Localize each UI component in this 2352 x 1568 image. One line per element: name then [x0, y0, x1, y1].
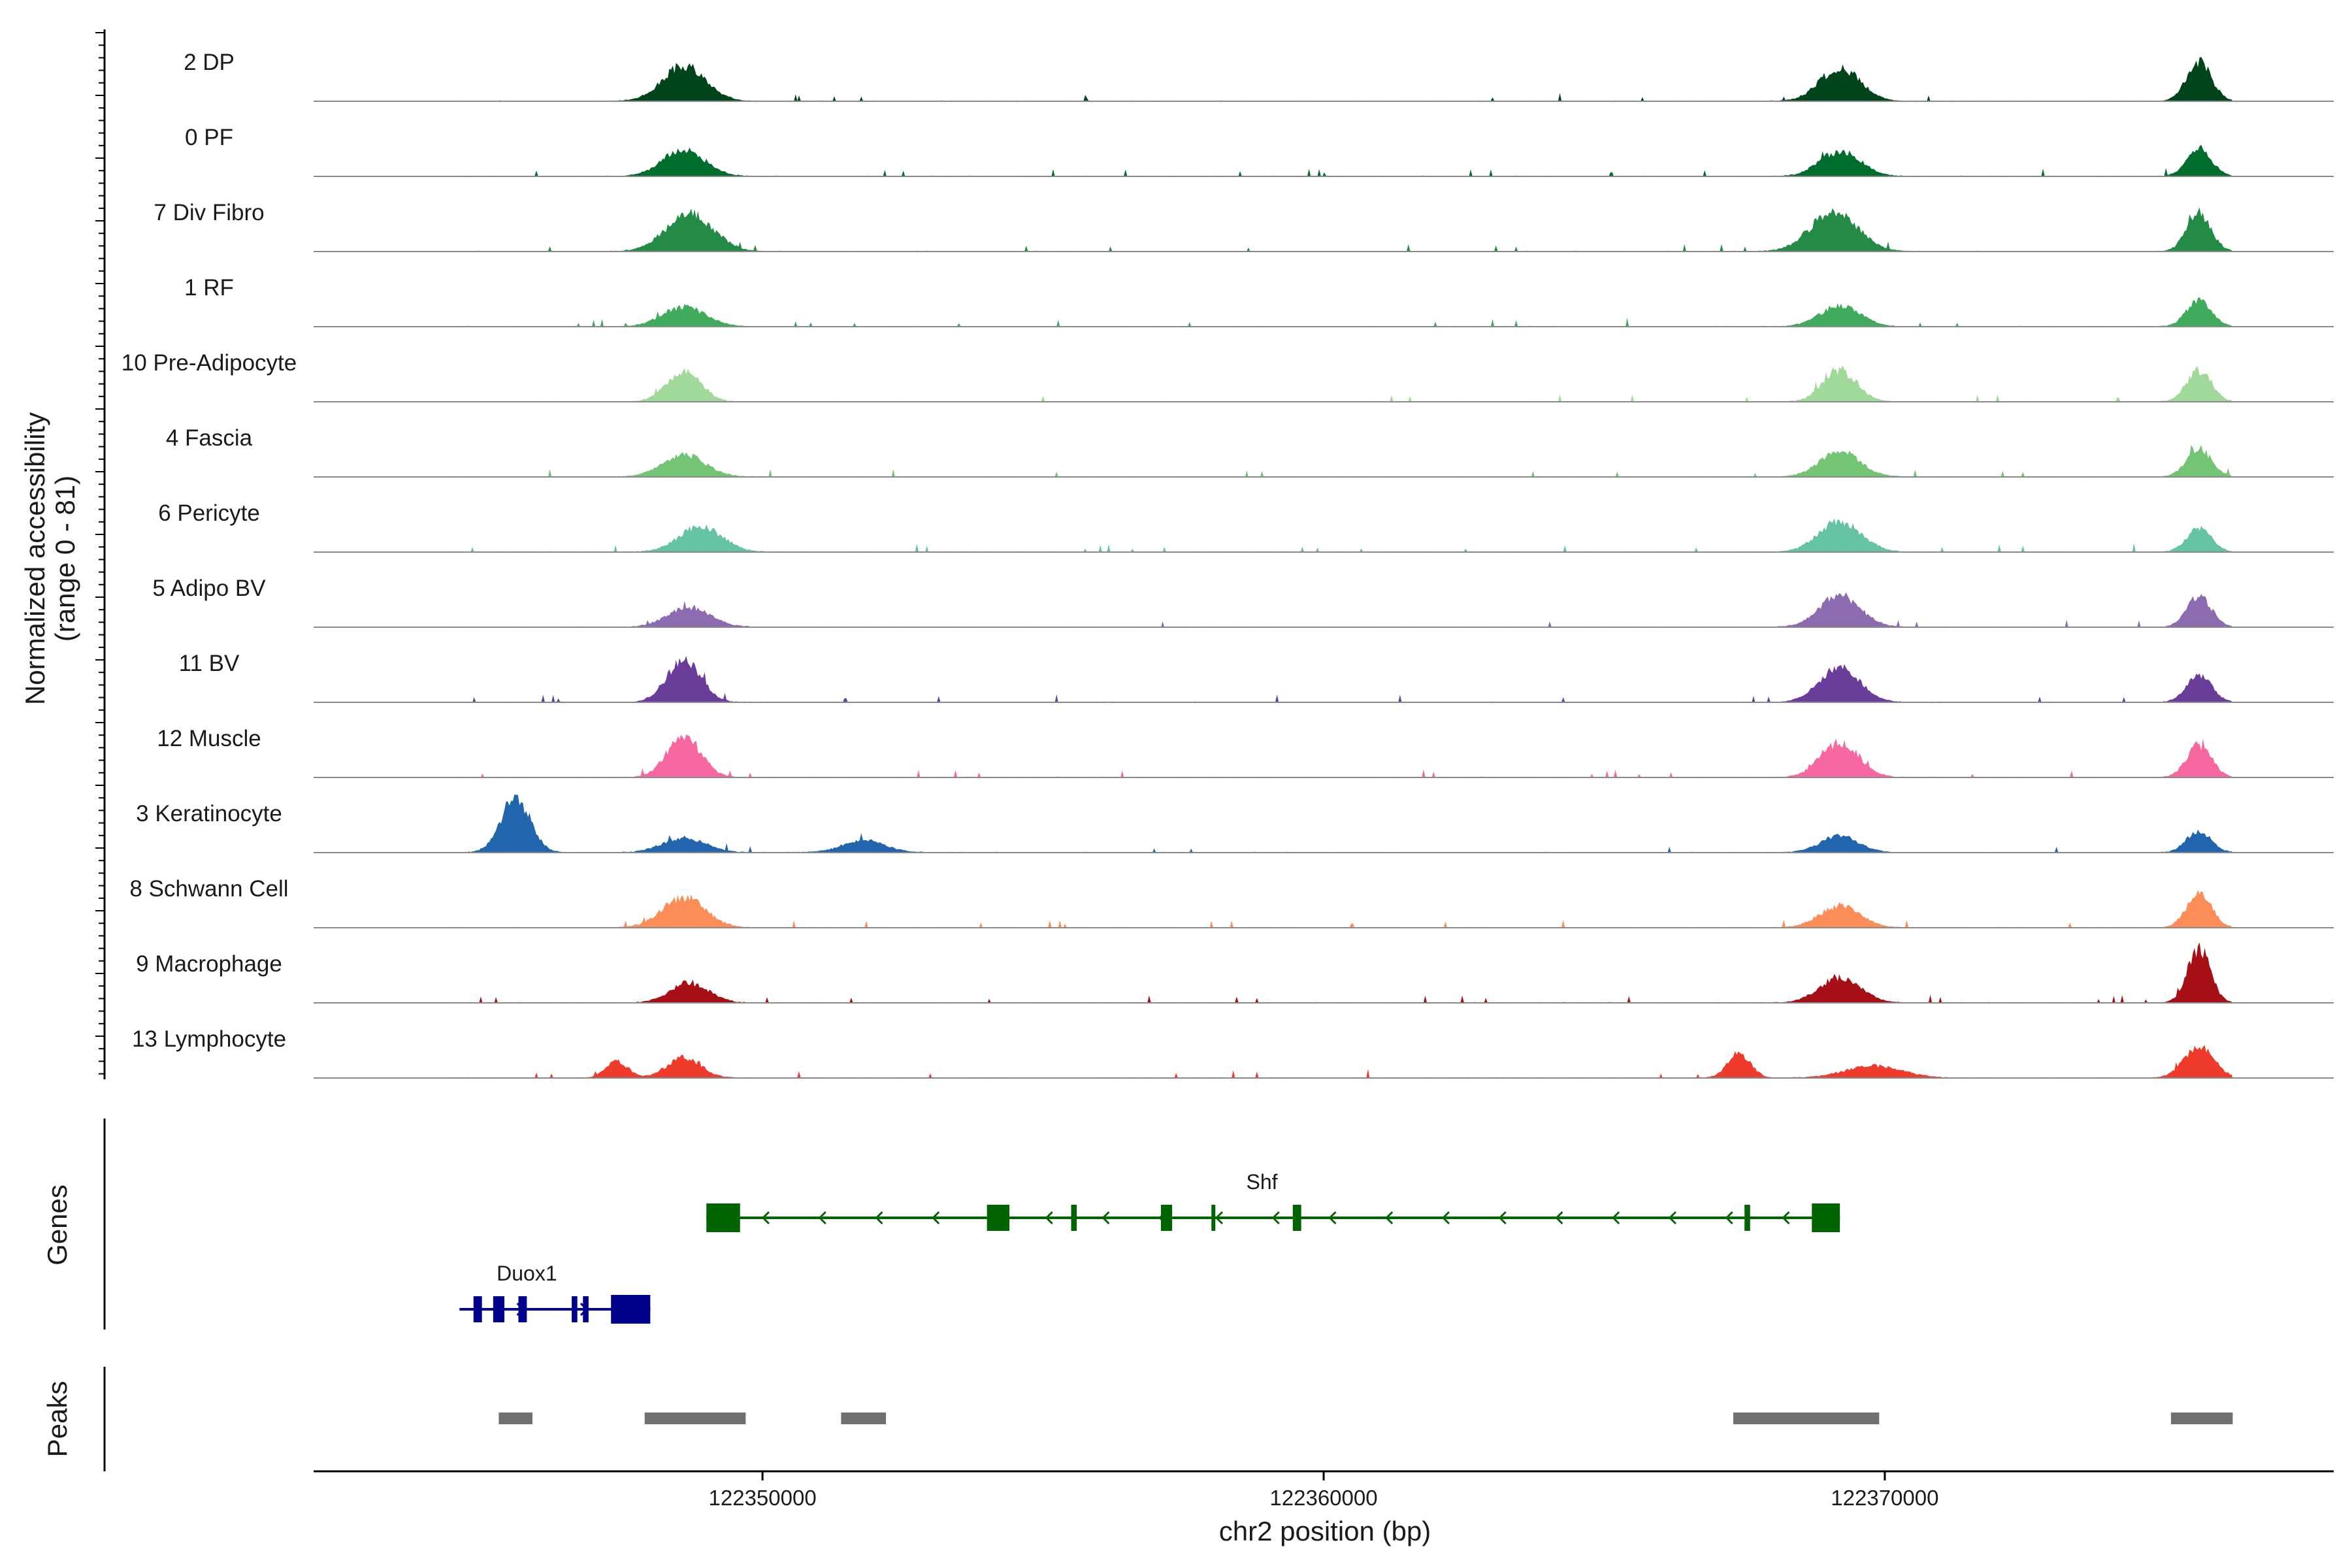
coverage-area — [453, 297, 2233, 327]
track-2-dp: 2 DP — [184, 50, 2334, 102]
track-7-div-fibro: 7 Div Fibro — [154, 200, 2334, 252]
coverage-area — [453, 734, 2233, 777]
track-label: 13 Lymphocyte — [132, 1026, 286, 1052]
strand-arrow — [1328, 1211, 1337, 1225]
track-5-adipo-bv: 5 Adipo BV — [152, 576, 2334, 628]
track-4-fascia: 4 Fascia — [166, 425, 2334, 478]
x-axis-title: chr2 position (bp) — [1219, 1516, 1431, 1546]
track-label: 7 Div Fibro — [154, 200, 264, 225]
gene-shf: Shf — [706, 1170, 1840, 1232]
gene-exon — [572, 1296, 578, 1322]
gene-exon — [1160, 1205, 1173, 1231]
peak-region — [1733, 1413, 1880, 1424]
track-label: 9 Macrophage — [136, 951, 282, 977]
track-1-rf: 1 RF — [184, 275, 2334, 327]
track-10-pre-adipocyte: 10 Pre-Adipocyte — [122, 350, 2334, 402]
gene-exon — [706, 1203, 740, 1232]
peak-region — [644, 1413, 746, 1424]
gene-exon — [1744, 1205, 1750, 1231]
coverage-tracks: 2 DP 0 PF 7 Div Fibro 1 RF 10 Pre-Adipocyte 4… — [122, 50, 2334, 1079]
track-8-schwann-cell: 8 Schwann Cell — [129, 876, 2334, 928]
gene-duox1: Duox1 — [459, 1262, 651, 1324]
coverage-area — [453, 592, 2233, 627]
strand-arrow — [1045, 1211, 1053, 1225]
strand-arrow — [761, 1211, 770, 1225]
genes-panel-title: Genes — [42, 1184, 73, 1266]
track-12-muscle: 12 Muscle — [157, 726, 2334, 778]
coverage-area — [453, 57, 2233, 101]
x-tick-label: 122360000 — [1269, 1486, 1377, 1510]
x-tick-label: 122370000 — [1831, 1486, 1938, 1510]
gene-exon — [493, 1296, 505, 1322]
gene-exon — [1211, 1205, 1216, 1231]
strand-arrow — [1385, 1211, 1394, 1225]
track-label: 10 Pre-Adipocyte — [122, 350, 297, 376]
track-label: 2 DP — [184, 50, 235, 75]
track-label: 4 Fascia — [166, 425, 253, 451]
peaks-panel — [103, 1367, 2233, 1471]
strand-arrow — [932, 1211, 940, 1225]
strand-arrow — [1725, 1211, 1733, 1225]
gene-name: Duox1 — [497, 1262, 557, 1285]
coverage-area — [453, 207, 2233, 252]
x-axis: 122350000 122360000 122370000 — [314, 1470, 2334, 1510]
track-label: 3 Keratinocyte — [136, 801, 282, 826]
track-label: 6 Pericyte — [158, 500, 260, 526]
strand-arrow — [1441, 1211, 1450, 1225]
strand-arrow — [1782, 1211, 1790, 1225]
gene-exon — [1292, 1205, 1301, 1231]
track-label: 8 Schwann Cell — [129, 876, 288, 902]
track-label: 0 PF — [185, 125, 233, 150]
coverage-area — [453, 518, 2233, 552]
track-label: 12 Muscle — [157, 726, 261, 751]
track-11-bv: 11 BV — [179, 651, 2334, 703]
track-13-lymphocyte: 13 Lymphocyte — [132, 1026, 2334, 1079]
track-3-keratinocyte: 3 Keratinocyte — [136, 794, 2334, 853]
coverage-area — [453, 365, 2233, 402]
track-6-pericyte: 6 Pericyte — [158, 500, 2334, 553]
y-axis — [95, 29, 106, 1079]
strand-arrow — [1215, 1211, 1224, 1225]
gene-exon — [1812, 1203, 1840, 1232]
coverage-area — [453, 1045, 2233, 1078]
strand-arrow — [1668, 1211, 1676, 1225]
peak-region — [841, 1413, 887, 1424]
gene-exon — [987, 1205, 1010, 1231]
gene-name: Shf — [1247, 1170, 1278, 1194]
y-axis-title: Normalized accessibility — [20, 412, 50, 705]
gene-exon — [518, 1296, 527, 1322]
strand-arrow — [875, 1211, 883, 1225]
gene-exon — [473, 1296, 482, 1322]
track-label: 5 Adipo BV — [152, 576, 266, 601]
strand-arrow — [818, 1211, 826, 1225]
coverage-area — [453, 445, 2233, 477]
genes-panel: Shf Duox1 — [103, 1119, 1840, 1330]
strand-arrow — [1612, 1211, 1620, 1225]
gene-exon — [611, 1295, 651, 1324]
coverage-area — [453, 890, 2233, 928]
x-tick-label: 122350000 — [709, 1486, 817, 1510]
y-axis-subtitle: (range 0 - 81) — [50, 476, 80, 642]
strand-arrow — [1498, 1211, 1507, 1225]
peak-region — [2170, 1413, 2233, 1424]
coverage-area — [453, 794, 2233, 853]
peaks-panel-title: Peaks — [42, 1381, 73, 1458]
gene-exon — [1071, 1205, 1077, 1231]
coverage-area — [453, 656, 2233, 702]
track-label: 11 BV — [179, 651, 240, 676]
gene-exon — [583, 1296, 589, 1322]
track-0-pf: 0 PF — [185, 125, 2334, 177]
track-label: 1 RF — [184, 275, 234, 301]
coverage-area — [453, 942, 2233, 1003]
strand-arrow — [1555, 1211, 1563, 1225]
coverage-area — [453, 144, 2233, 176]
strand-arrow — [1102, 1211, 1110, 1225]
strand-arrow — [1271, 1211, 1280, 1225]
track-9-macrophage: 9 Macrophage — [136, 942, 2334, 1004]
peak-region — [498, 1413, 532, 1424]
